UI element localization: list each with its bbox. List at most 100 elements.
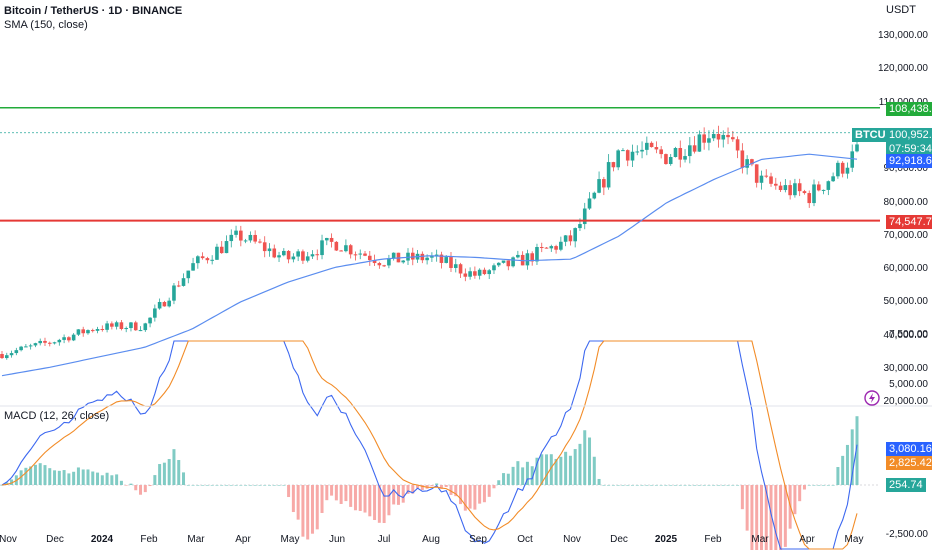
- candle-body: [229, 234, 234, 242]
- candle-body: [683, 156, 687, 160]
- macd-histogram-bar: [349, 485, 353, 507]
- macd-histogram-bar: [416, 485, 420, 489]
- macd-histogram-bar: [248, 485, 252, 486]
- candle-body: [191, 263, 195, 271]
- macd-histogram-bar: [678, 485, 682, 486]
- tradingview-logo-icon[interactable]: [864, 390, 880, 406]
- candle-body: [219, 246, 224, 254]
- macd-histogram-bar: [793, 485, 797, 515]
- macd-histogram-bar: [712, 485, 716, 486]
- candle-body: [253, 234, 257, 242]
- price-tick-label: 20,000.00: [883, 396, 929, 408]
- price-tick-label: 130,000.00: [877, 30, 928, 41]
- candle-body: [602, 179, 606, 188]
- macd-histogram-bar: [812, 485, 816, 486]
- candle-body: [110, 323, 114, 327]
- macd-histogram-bar: [845, 444, 849, 485]
- candle-body: [243, 240, 248, 242]
- candle-body: [711, 134, 716, 139]
- macd-histogram-bar: [640, 485, 644, 486]
- macd-histogram-bar: [267, 485, 271, 486]
- macd-histogram-bar: [325, 485, 329, 501]
- candle-body: [549, 246, 554, 249]
- candle-body: [778, 185, 783, 191]
- candle-body: [640, 149, 644, 152]
- candle-body: [71, 334, 76, 341]
- candlestick-series: [0, 125, 859, 360]
- time-tick-label: Oct: [517, 534, 533, 545]
- macd-histogram-bar: [759, 485, 763, 550]
- candle-body: [773, 183, 778, 186]
- macd-histogram-bar: [162, 462, 166, 485]
- candle-body: [726, 134, 730, 138]
- macd-histogram-bar: [411, 485, 415, 494]
- candle-body: [678, 148, 683, 160]
- candle-body: [611, 162, 616, 168]
- candle-body: [47, 342, 52, 344]
- chart-header: Bitcoin / TetherUS · 1D · BINANCE SMA (1…: [4, 4, 182, 32]
- macd-histogram-bar: [353, 485, 357, 511]
- time-tick-label: Aug: [422, 534, 440, 545]
- symbol-title[interactable]: Bitcoin / TetherUS · 1D · BINANCE: [4, 5, 183, 17]
- candle-body: [4, 355, 9, 359]
- macd-histogram-bar: [588, 437, 592, 485]
- candle-body: [138, 330, 143, 332]
- candle-body: [358, 253, 363, 255]
- macd-histogram-bar: [435, 483, 439, 485]
- candle-body: [473, 271, 477, 276]
- macd-histogram-bar: [525, 461, 529, 485]
- candle-body: [754, 164, 759, 183]
- macd-histogram-bar: [167, 459, 171, 485]
- candle-body: [196, 256, 200, 264]
- candle-body: [496, 262, 501, 266]
- candle-body: [153, 308, 157, 318]
- candle-body: [568, 235, 573, 242]
- macd-histogram-bar: [564, 451, 568, 485]
- macd-histogram-bar: [253, 485, 257, 486]
- macd-histogram-bar: [220, 485, 224, 486]
- price-tick-label: 70,000.00: [883, 229, 929, 241]
- time-tick-label: Jun: [328, 534, 346, 545]
- candle-body: [272, 248, 277, 258]
- candle-body: [430, 255, 434, 258]
- macd-histogram-bar: [841, 455, 845, 485]
- time-tick-label: Sep: [469, 534, 487, 545]
- macd-histogram-bar: [487, 485, 491, 497]
- macd-histogram-bar: [19, 470, 23, 485]
- macd-histogram-bar: [139, 485, 143, 495]
- candle-body: [339, 250, 343, 252]
- sma-legend[interactable]: SMA (150, close): [4, 19, 88, 31]
- macd-histogram-bar: [296, 485, 300, 520]
- candle-body: [205, 258, 210, 261]
- candle-body: [387, 258, 391, 266]
- candle-body: [764, 175, 769, 177]
- candle-body: [282, 250, 286, 256]
- macd-histogram-bar: [669, 485, 673, 486]
- currency-selector[interactable]: USDT: [886, 4, 916, 16]
- price-tick-label: 50,000.00: [883, 296, 929, 308]
- macd-histogram-bar: [645, 485, 649, 486]
- macd-histogram-bar: [774, 485, 778, 550]
- candle-body: [616, 150, 620, 168]
- candle-body: [367, 255, 372, 261]
- macd-legend[interactable]: MACD (12, 26, close): [4, 410, 110, 422]
- candle-body: [391, 252, 396, 259]
- candle-body: [668, 157, 673, 165]
- macd-histogram-bar: [143, 485, 147, 493]
- macd-histogram-bar: [363, 485, 367, 513]
- candle-body: [477, 269, 482, 276]
- macd-histogram-bar: [229, 485, 233, 486]
- resistance-price-badge: 108,438.26: [886, 102, 932, 116]
- candle-body: [224, 241, 229, 254]
- macd-histogram-bar: [454, 485, 458, 497]
- candle-body: [635, 151, 640, 153]
- candle-body: [105, 323, 109, 330]
- macd-histogram-bar: [779, 485, 783, 550]
- candle-body: [731, 137, 735, 140]
- candle-body: [688, 145, 692, 157]
- macd-histogram-bar: [535, 457, 539, 485]
- candle-body: [377, 263, 382, 266]
- macd-histogram-bar: [702, 485, 706, 486]
